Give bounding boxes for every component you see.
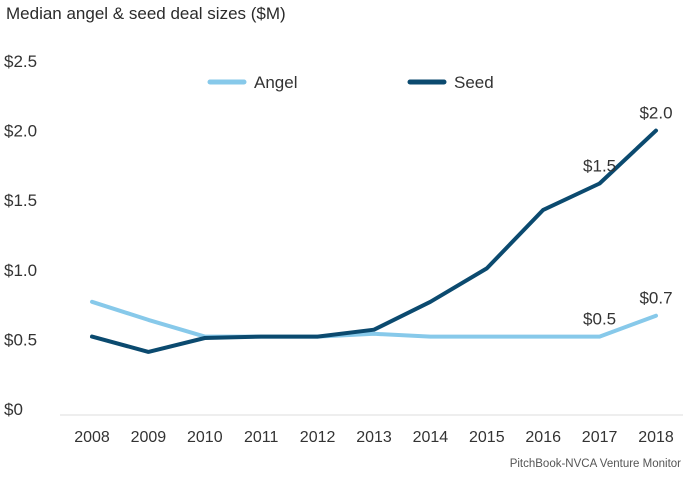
x-tick-label: 2017: [582, 429, 618, 446]
source-note: PitchBook-NVCA Venture Monitor: [509, 458, 681, 470]
angel-legend-label: Angel: [254, 73, 297, 92]
series-lines: [90, 128, 658, 354]
y-tick-label: $1.0: [4, 261, 37, 280]
legend: Angel Seed: [207, 73, 494, 92]
chart-title: Median angel & seed deal sizes ($M): [6, 4, 286, 23]
seed-legend-label: Seed: [454, 73, 494, 92]
y-tick-label: $2.5: [4, 52, 37, 71]
y-tick-label: $0.5: [4, 330, 37, 349]
angel-series-line: [90, 299, 658, 339]
x-tick-label: 2009: [131, 429, 167, 446]
x-tick-label: 2012: [300, 429, 336, 446]
y-tick-label: $0: [4, 400, 23, 419]
seed-series-line: [90, 128, 658, 354]
data-labels: $1.5 $2.0 $0.5 $0.7: [583, 104, 672, 329]
x-tick-label: 2013: [356, 429, 392, 446]
angel-data-label: $0.5: [583, 310, 616, 329]
angel-data-label: $0.7: [639, 289, 672, 308]
x-tick-label: 2010: [187, 429, 223, 446]
x-tick-label: 2008: [74, 429, 110, 446]
x-tick-label: 2015: [469, 429, 505, 446]
x-tick-label: 2018: [638, 429, 674, 446]
seed-data-label: $1.5: [583, 156, 616, 175]
y-tick-label: $1.5: [4, 191, 37, 210]
seed-data-label: $2.0: [639, 104, 672, 123]
x-tick-label: 2014: [413, 429, 449, 446]
x-tick-label: 2011: [244, 429, 279, 446]
y-axis-ticks: $0 $0.5 $1.0 $1.5 $2.0 $2.5: [4, 52, 37, 419]
y-tick-label: $2.0: [4, 122, 37, 141]
x-tick-label: 2016: [525, 429, 561, 446]
x-axis-ticks: 2008 2009 2010 2011 2012 2013 2014 2015 2016 2017…: [74, 429, 674, 446]
